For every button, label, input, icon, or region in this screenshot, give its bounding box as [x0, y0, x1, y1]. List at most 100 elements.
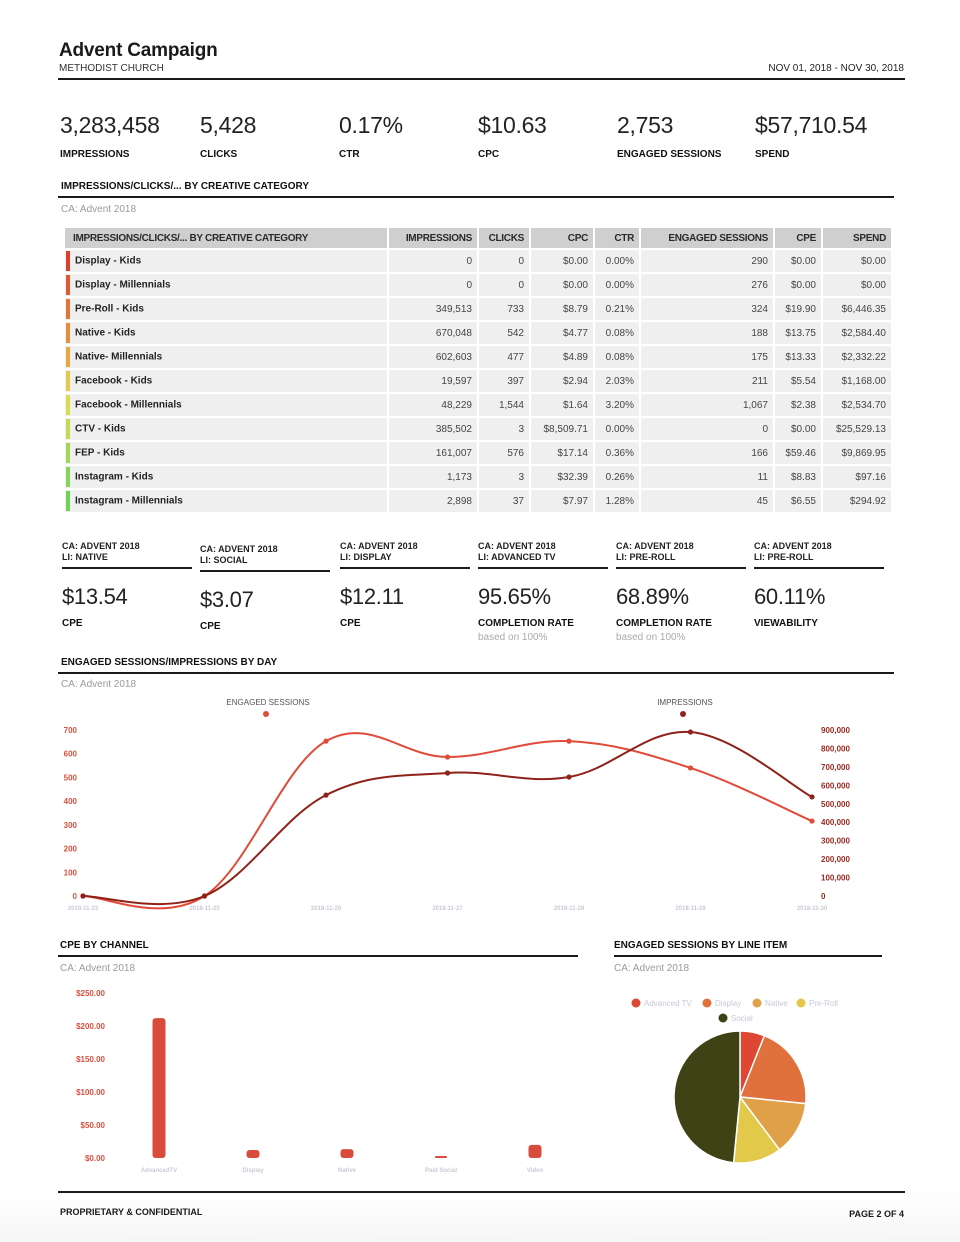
- impressions-cell: 349,513: [389, 298, 477, 320]
- data-point[interactable]: [444, 770, 451, 776]
- table-row[interactable]: Facebook - Millennials 48,229 1,544 $1.64 3.…: [65, 394, 891, 416]
- column-header-spend[interactable]: SPEND: [823, 228, 891, 248]
- table-row[interactable]: CTV - Kids 385,502 3 $8,509.71 0.00% 0 $0.00 $2…: [65, 418, 891, 440]
- category-name: FEP - Kids: [75, 447, 125, 459]
- data-point[interactable]: [809, 818, 815, 824]
- category-color-swatch: [66, 323, 70, 343]
- data-point[interactable]: [566, 738, 572, 744]
- bar[interactable]: [435, 1155, 447, 1158]
- table-row[interactable]: Pre-Roll - Kids 349,513 733 $8.79 0.21% 324 $1…: [65, 298, 891, 320]
- spend-cell: $0.00: [823, 250, 891, 272]
- left-axis-tick-label: 600: [64, 750, 78, 759]
- table-row[interactable]: Instagram - Kids 1,173 3 $32.39 0.26% 11 $8.83…: [65, 466, 891, 488]
- cpe-cell: $8.83: [775, 466, 821, 488]
- legend-marker-icon[interactable]: [718, 1013, 728, 1023]
- pie-slice[interactable]: [673, 1030, 741, 1164]
- card-campaign: CA: ADVENT 2018 LI: SOCIAL: [200, 544, 330, 568]
- spend-cell: $25,529.13: [823, 418, 891, 440]
- clicks-cell: 733: [479, 298, 529, 320]
- x-axis-tick-label: 2018-11-27: [432, 906, 463, 912]
- cpe-cell: $0.00: [775, 274, 821, 296]
- card-campaign: CA: ADVENT 2018 LI: PRE-ROLL: [616, 541, 746, 565]
- table-row[interactable]: Display - Kids 0 0 $0.00 0.00% 290 $0.00 $0.00: [65, 250, 891, 272]
- impressions-cell: 385,502: [389, 418, 477, 440]
- pie-section-subtitle: CA: Advent 2018: [614, 963, 690, 974]
- bar[interactable]: [528, 1144, 542, 1158]
- data-point[interactable]: [323, 738, 329, 744]
- data-point[interactable]: [566, 774, 572, 780]
- category-name: CTV - Kids: [75, 423, 126, 435]
- card-metric-label: VIEWABILITY: [754, 618, 818, 629]
- clicks-cell: 477: [479, 346, 529, 368]
- impressions-cell: 161,007: [389, 442, 477, 464]
- impressions-cell: 670,048: [389, 322, 477, 344]
- column-header-engaged-sessions[interactable]: ENGAGED SESSIONS: [641, 228, 773, 248]
- category-name: Native- Millennials: [75, 351, 163, 363]
- cpe-by-channel-bar-chart: $0.00 $50.00 $100.00 $150.00 $200.00 $250.00 A…: [76, 989, 543, 1174]
- legend-marker-icon[interactable]: [752, 998, 762, 1008]
- cpe-cell: $13.33: [775, 346, 821, 368]
- pie-slice[interactable]: [738, 1034, 807, 1105]
- category-color-swatch: [66, 347, 70, 367]
- engaged-sessions-cell: 276: [641, 274, 773, 296]
- category-color-swatch: [66, 491, 70, 511]
- table-row[interactable]: Facebook - Kids 19,597 397 $2.94 2.03% 211 $5.…: [65, 370, 891, 392]
- cpe-cell: $0.00: [775, 250, 821, 272]
- column-header-ctr[interactable]: CTR: [595, 228, 639, 248]
- card-line-item-label: LI: DISPLAY: [340, 552, 392, 562]
- card-campaign-label: CA: ADVENT 2018: [340, 541, 418, 551]
- table-row[interactable]: Native- Millennials 602,603 477 $4.89 0.08% 1…: [65, 346, 891, 368]
- kpi-ctr: 0.17% CTR: [339, 112, 403, 160]
- kpi-value: $57,710.54: [755, 112, 868, 138]
- card-line-item-label: LI: NATIVE: [62, 552, 108, 562]
- column-header-category[interactable]: IMPRESSIONS/CLICKS/... BY CREATIVE CATEG…: [65, 228, 387, 248]
- column-header-impressions[interactable]: IMPRESSIONS: [389, 228, 477, 248]
- data-point[interactable]: [444, 754, 451, 760]
- legend-marker-icon[interactable]: [680, 711, 686, 717]
- bar[interactable]: [340, 1149, 354, 1158]
- category-color-swatch: [66, 395, 70, 415]
- data-point[interactable]: [687, 765, 694, 771]
- legend-marker-icon[interactable]: [796, 998, 806, 1008]
- table-section-subtitle: CA: Advent 2018: [61, 204, 137, 215]
- table-header-row: IMPRESSIONS/CLICKS/... BY CREATIVE CATEG…: [65, 228, 891, 248]
- engaged-sessions-cell: 290: [641, 250, 773, 272]
- spend-cell: $294.92: [823, 490, 891, 512]
- legend-label: Pre-Roll: [809, 999, 838, 1008]
- data-point[interactable]: [809, 794, 815, 800]
- category-name: Facebook - Kids: [75, 375, 153, 387]
- cpc-cell: $0.00: [531, 250, 593, 272]
- table-row[interactable]: Native - Kids 670,048 542 $4.77 0.08% 188 $13.…: [65, 322, 891, 344]
- bar[interactable]: [152, 1018, 166, 1158]
- legend-marker-icon[interactable]: [263, 711, 269, 717]
- legend-marker-icon[interactable]: [702, 998, 712, 1008]
- clicks-cell: 397: [479, 370, 529, 392]
- x-axis-tick-label: 2018-11-26: [311, 906, 342, 912]
- right-axis-tick-label: 0: [821, 892, 826, 901]
- column-header-clicks[interactable]: CLICKS: [479, 228, 529, 248]
- table-row[interactable]: Display - Millennials 0 0 $0.00 0.00% 276 $0.0…: [65, 274, 891, 296]
- y-axis-tick-label: $250.00: [76, 989, 105, 998]
- data-point[interactable]: [80, 893, 86, 899]
- header-divider: [58, 78, 905, 80]
- data-point[interactable]: [323, 792, 329, 798]
- bar[interactable]: [246, 1150, 260, 1158]
- y-axis-tick-label: $0.00: [85, 1154, 106, 1163]
- data-point[interactable]: [687, 729, 694, 735]
- column-header-cpe[interactable]: CPE: [775, 228, 821, 248]
- data-point[interactable]: [201, 893, 208, 899]
- column-header-cpc[interactable]: CPC: [531, 228, 593, 248]
- legend-marker-icon[interactable]: [631, 998, 641, 1008]
- pie-slice[interactable]: [738, 1096, 807, 1151]
- table-row[interactable]: Instagram - Millennials 2,898 37 $7.97 1.28%…: [65, 490, 891, 512]
- table-row[interactable]: FEP - Kids 161,007 576 $17.14 0.36% 166 $59.46…: [65, 442, 891, 464]
- category-name: Facebook - Millennials: [75, 399, 182, 411]
- spend-cell: $2,332.22: [823, 346, 891, 368]
- x-axis-tick-label: Paid Social: [425, 1168, 457, 1174]
- engaged-sessions-cell: 188: [641, 322, 773, 344]
- card-note: based on 100%: [478, 632, 548, 643]
- cpe-cell: $59.46: [775, 442, 821, 464]
- ctr-cell: 0.00%: [595, 418, 639, 440]
- pie-section-divider: [614, 955, 882, 957]
- legend-label: Advanced TV: [644, 999, 693, 1008]
